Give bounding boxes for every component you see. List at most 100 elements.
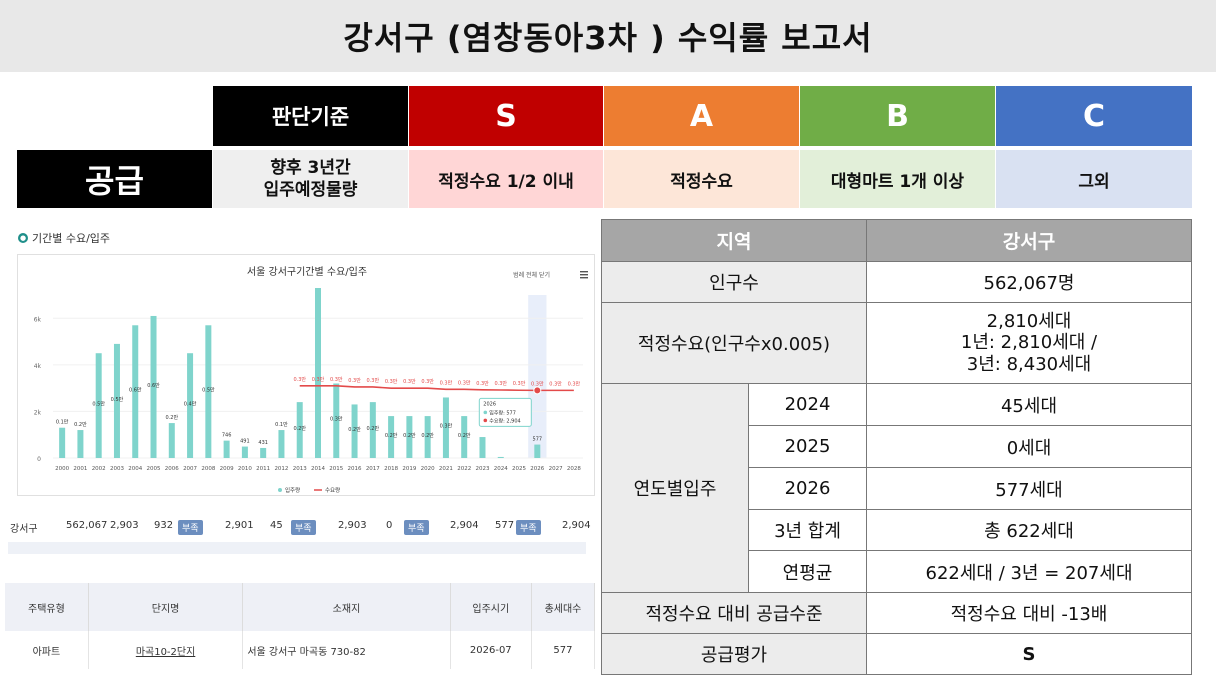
criteria-header-c: C: [996, 86, 1192, 146]
shortage-badge: 부족: [516, 520, 541, 535]
tooltip-supply: 입주량: 577: [489, 409, 516, 416]
evaluation-label: 공급평가: [601, 633, 867, 675]
chart-title: 서울 강서구기간별 수요/입주: [247, 265, 367, 278]
bar: [187, 353, 194, 458]
bar-data-label: 0.1만: [56, 419, 69, 426]
bar: [132, 325, 139, 458]
year-label: 3년 합계: [748, 509, 867, 551]
x-tick-label: 2022: [457, 466, 471, 472]
bar-data-label: 0.2만: [458, 432, 471, 439]
bar-data-label: 0.2만: [421, 432, 434, 439]
line-data-label: 0.3만: [513, 380, 526, 387]
summary-value: 577: [495, 520, 515, 531]
line-data-label: 0.3만: [330, 376, 343, 383]
cell-households: 577: [531, 631, 596, 669]
x-tick-label: 2013: [293, 466, 307, 472]
line-data-label: 0.3만: [421, 378, 434, 385]
criteria-judge-text: 향후 3년간 입주예정물량: [213, 150, 408, 208]
chart-panel: 서울 강서구기간별 수요/입주 범례 전체 닫기 0 2k 4k 6k 0.1만 0.2만…: [17, 254, 595, 496]
table-row: 아파트 마곡10-2단지 서울 강서구 마곡동 730-82 2026-07 5…: [5, 631, 596, 669]
line-data-label: 0.3만: [367, 377, 380, 384]
demand-label: 적정수요(인구수x0.005): [601, 302, 867, 384]
x-tick-label: 2028: [567, 466, 581, 472]
bar: [260, 447, 267, 458]
legend-toggle-link[interactable]: 범례 전체 닫기: [513, 271, 550, 279]
demand-value: 2,810세대 1년: 2,810세대 / 3년: 8,430세대: [866, 302, 1192, 384]
bar-data-label: 0.4만: [184, 401, 197, 408]
bar: [296, 402, 303, 458]
summary-value: 2,904: [562, 520, 591, 531]
line-data-label: 0.3만: [293, 376, 306, 383]
col-housing-type: 주택유형: [5, 583, 89, 631]
bar: [315, 288, 321, 458]
bar-data-label: 0.6만: [147, 382, 160, 389]
x-tick-label: 2019: [402, 466, 416, 472]
region-summary-row: 강서구 562,067 2,903 932 부족 2,901 45 부족 2,9…: [8, 516, 592, 538]
line-data-label: 0.3만: [531, 380, 544, 387]
bar: [223, 440, 230, 458]
x-tick-label: 2011: [256, 466, 270, 472]
x-tick-label: 2004: [128, 466, 142, 472]
x-tick-label: 2008: [201, 466, 215, 472]
bar-data-label: 491: [240, 439, 250, 445]
year-value: 45세대: [866, 383, 1192, 426]
x-tick-label: 2006: [165, 466, 179, 472]
bar-data-label: 746: [222, 433, 232, 439]
x-tick-label: 2016: [348, 466, 362, 472]
shortage-badge: 부족: [404, 520, 429, 535]
bar: [442, 397, 449, 458]
year-label: 2026: [748, 467, 867, 510]
summary-value: 2,901: [225, 520, 254, 531]
line-data-label: 0.3만: [549, 380, 562, 387]
x-tick-label: 2023: [475, 466, 489, 472]
x-tick-label: 2025: [512, 466, 526, 472]
report-title: 강서구 (염창동아3차 ) 수익률 보고서: [0, 0, 1216, 72]
legend-supply-marker: [278, 488, 282, 492]
bar: [534, 444, 541, 458]
bar-data-label: 0.3만: [330, 416, 343, 423]
criteria-header-judge: 판단기준: [213, 86, 408, 146]
demand-line: [299, 385, 574, 392]
year-value: 622세대 / 3년 = 207세대: [866, 550, 1192, 593]
summary-population: 562,067: [66, 520, 108, 531]
x-tick-label: 2003: [110, 466, 124, 472]
line-data-label: 0.3만: [458, 379, 471, 386]
bar: [497, 456, 504, 458]
bar-data-label: 431: [258, 440, 268, 446]
region-value: 강서구: [866, 219, 1192, 262]
tooltip-demand: 수요량: 2,904: [489, 417, 520, 424]
bar: [113, 343, 120, 458]
year-value: 총 622세대: [866, 509, 1192, 551]
bar-data-label: 0.2만: [293, 425, 306, 432]
supply-level-label: 적정수요 대비 공급수준: [601, 592, 867, 634]
chart-caption-text: 기간별 수요/입주: [32, 232, 111, 245]
x-tick-label: 2007: [183, 466, 197, 472]
x-tick-label: 2020: [421, 466, 435, 472]
bar: [388, 416, 395, 458]
col-location: 소재지: [242, 583, 451, 631]
chart-caption: ● 기간별 수요/입주: [18, 230, 110, 246]
bar: [278, 430, 285, 458]
line-data-label: 0.3만: [312, 376, 325, 383]
bar-data-label: 0.5만: [111, 396, 124, 403]
summary-value: 2,903: [338, 520, 367, 531]
y-tick-label: 6k: [34, 316, 42, 323]
summary-value: 2,903: [110, 520, 139, 531]
year-value: 577세대: [866, 467, 1192, 510]
cell-location: 서울 강서구 마곡동 730-82: [242, 631, 451, 669]
bar-data-label: 0.2만: [367, 425, 380, 432]
bar-data-label: 577: [533, 437, 543, 443]
y-tick-label: 0: [37, 456, 41, 463]
criteria-a-text: 적정수요: [604, 150, 799, 208]
criteria-c-text: 그외: [996, 150, 1192, 208]
x-tick-label: 2012: [274, 466, 288, 472]
summary-value: 2,904: [450, 520, 479, 531]
complex-table: 주택유형 단지명 소재지 입주시기 총세대수 아파트 마곡10-2단지 서울 강…: [5, 583, 596, 669]
summary-value: 932: [154, 520, 174, 531]
bar-data-label: 0.2만: [74, 421, 87, 428]
summary-region: 강서구: [10, 524, 38, 535]
criteria-header-s: S: [409, 86, 603, 146]
info-icon: ●: [18, 233, 28, 243]
menu-icon[interactable]: [580, 271, 588, 279]
complex-name-link[interactable]: 마곡10-2단지: [88, 631, 244, 669]
